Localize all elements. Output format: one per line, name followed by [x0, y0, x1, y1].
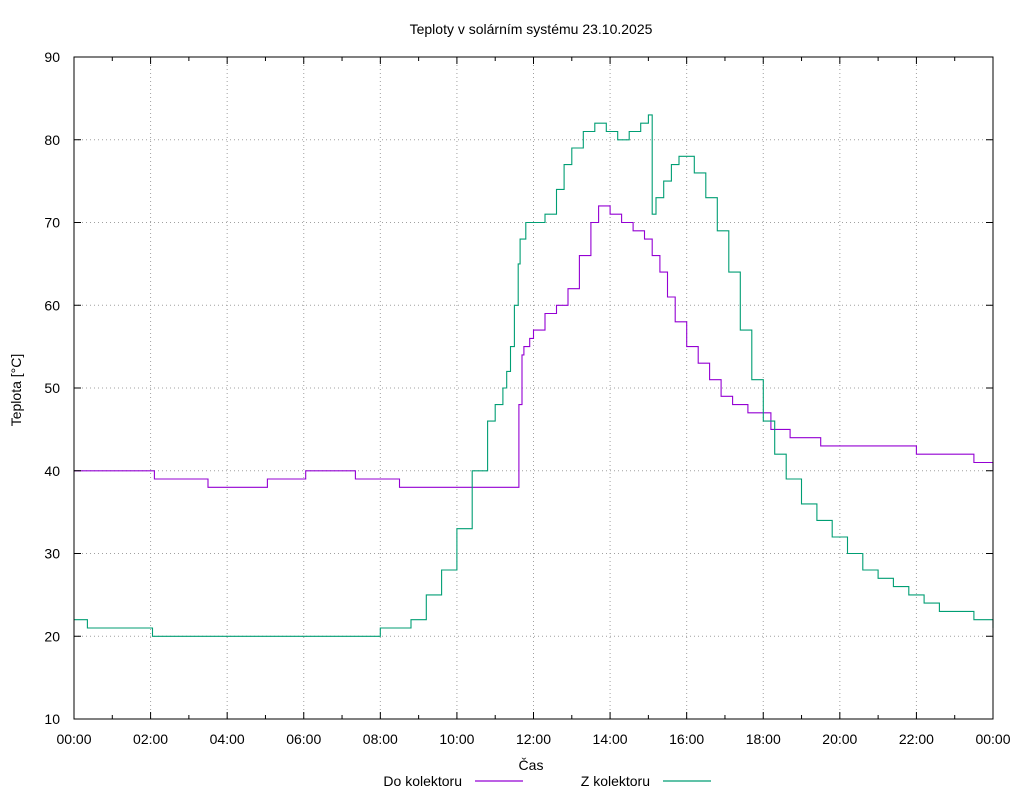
y-tick-label: 80	[44, 132, 60, 148]
x-tick-label: 00:00	[975, 731, 1010, 747]
y-tick-label: 40	[44, 463, 60, 479]
x-tick-label: 18:00	[746, 731, 781, 747]
series-layer	[74, 114, 994, 637]
y-tick-label: 90	[44, 49, 60, 65]
x-tick-label: 16:00	[669, 731, 704, 747]
y-axis-label: Teplota [°C]	[8, 354, 24, 427]
x-tick-label: 10:00	[439, 731, 474, 747]
legend: Do kolektoru Z kolektoru	[383, 773, 711, 789]
x-tick-label: 12:00	[516, 731, 551, 747]
x-tick-label: 14:00	[593, 731, 628, 747]
grid	[74, 57, 993, 719]
chart-title: Teploty v solárním systému 23.10.2025	[410, 21, 653, 37]
x-tick-label: 22:00	[899, 731, 934, 747]
x-tick-label: 06:00	[286, 731, 321, 747]
y-tick-label: 30	[44, 546, 60, 562]
plot-frame	[73, 56, 994, 720]
legend-label-do-kolektoru: Do kolektoru	[383, 773, 462, 789]
x-tick-label: 20:00	[822, 731, 857, 747]
series-line-z-kolektoru	[74, 114, 994, 637]
x-axis-label: Čas	[519, 757, 544, 773]
x-tick-label: 08:00	[363, 731, 398, 747]
y-tick-label: 20	[44, 628, 60, 644]
y-tick-label: 50	[44, 380, 60, 396]
legend-label-z-kolektoru: Z kolektoru	[581, 773, 650, 789]
x-tick-label: 02:00	[133, 731, 168, 747]
x-tick-label: 00:00	[56, 731, 91, 747]
x-tick-label: 04:00	[210, 731, 245, 747]
series-line-do-kolektoru	[74, 205, 994, 488]
y-tick-label: 70	[44, 215, 60, 231]
y-tick-label: 10	[44, 711, 60, 727]
y-tick-label: 60	[44, 297, 60, 313]
ticks: 10 20 30 40 50 60 70 80 90 00:00 02:00 04:00 06:00 08…	[44, 49, 1010, 747]
